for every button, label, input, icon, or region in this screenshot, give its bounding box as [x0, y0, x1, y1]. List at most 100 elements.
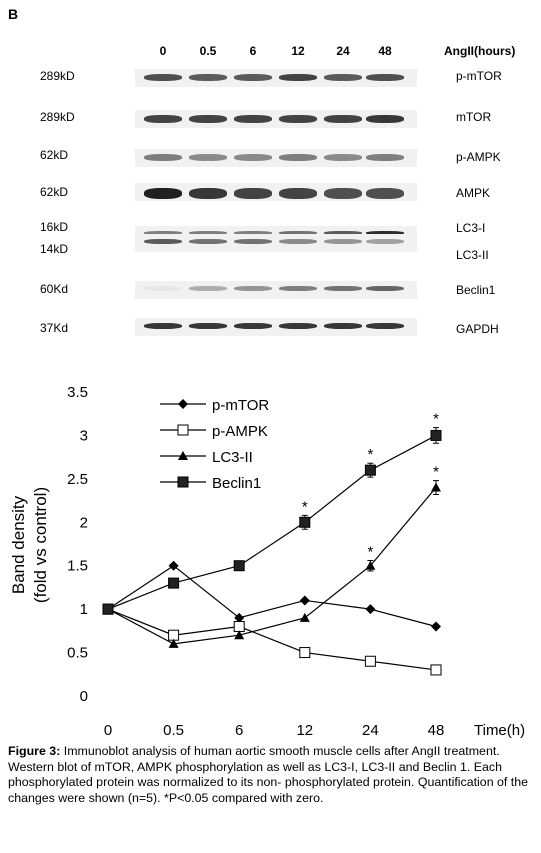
- blot-protein-label: mTOR: [456, 110, 492, 124]
- lane-label: 24: [336, 44, 350, 58]
- blot-strip: [135, 281, 417, 299]
- data-point: [102, 603, 114, 615]
- blot-mw-label: 62kD: [40, 185, 69, 199]
- series-line: [107, 487, 437, 645]
- data-point: [299, 647, 311, 659]
- blot-band: [366, 154, 404, 161]
- blot-strip: [135, 318, 417, 336]
- blot-protein-label: AMPK: [456, 186, 491, 200]
- y-tick-label: 1: [80, 601, 88, 618]
- blot-band: [324, 74, 362, 81]
- data-point: [234, 630, 245, 640]
- data-point: [168, 638, 179, 648]
- blot-band: [189, 323, 227, 329]
- blot-band: [366, 188, 404, 199]
- blot-strip: [135, 69, 417, 87]
- blot-band: [279, 231, 317, 235]
- data-point: [299, 612, 310, 622]
- blot-protein-label: LC3-I: [456, 221, 486, 235]
- series-line: [107, 608, 437, 671]
- blot-band: [324, 188, 362, 199]
- legend-marker: [177, 476, 189, 488]
- blot-band: [324, 239, 362, 244]
- blot-band: [189, 154, 227, 161]
- x-tick-label: 12: [296, 722, 313, 739]
- legend-label: p-mTOR: [212, 397, 269, 414]
- blot-band: [279, 286, 317, 291]
- significance-mark: *: [433, 411, 439, 428]
- blot-header: AngII(hours): [444, 44, 516, 58]
- blot-band: [366, 231, 404, 235]
- blot-mw-label: 289kD: [40, 69, 75, 83]
- blot-mw-label: 62kD: [40, 148, 69, 162]
- data-point: [431, 482, 441, 492]
- band-density-chart: 0 0.5 1 1.5 2 2.5 3 3.5 0 0.5 6 12 24 48 Time(h) Band d…: [9, 384, 525, 739]
- significance-mark: *: [367, 544, 373, 561]
- blot-band: [144, 115, 182, 123]
- blot-protein-label: GAPDH: [456, 322, 499, 336]
- blot-band: [189, 231, 227, 235]
- lane-label: 0.5: [199, 44, 217, 58]
- lane-label: 6: [249, 44, 257, 58]
- blot-band: [279, 188, 317, 199]
- blot-band: [324, 286, 362, 291]
- data-point: [365, 560, 376, 570]
- blot-protein-label: p-AMPK: [456, 150, 501, 164]
- blot-band: [234, 188, 272, 199]
- y-tick-label: 0.5: [67, 645, 88, 662]
- blot-band: [366, 74, 404, 81]
- data-point: [430, 664, 442, 676]
- blot-band: [366, 286, 404, 291]
- lane-label: 48: [378, 44, 392, 58]
- blot-protein-label: Beclin1: [456, 283, 496, 297]
- data-point: [365, 604, 376, 615]
- blot-band: [324, 231, 362, 235]
- y-axis-label: (fold vs control): [31, 487, 50, 603]
- figure-caption-text: Immunoblot analysis of human aortic smoo…: [8, 744, 529, 805]
- blot-band: [234, 286, 272, 291]
- blot-band: [279, 239, 317, 244]
- significance-mark: *: [433, 464, 439, 481]
- blot-band: [189, 115, 227, 123]
- data-point: [364, 655, 376, 667]
- y-tick-label: 2: [80, 514, 88, 531]
- data-point: [364, 464, 376, 476]
- blot-band: [234, 239, 272, 244]
- blot-band: [234, 154, 272, 161]
- blot-protein-label: p-mTOR: [456, 69, 502, 83]
- x-tick-label: 0: [104, 722, 112, 739]
- blot-band: [234, 74, 272, 81]
- blot-band: [366, 323, 404, 329]
- data-point: [431, 621, 441, 632]
- y-tick-label: 1.5: [67, 558, 88, 575]
- figure-caption: Figure 3: Immunoblot analysis of human a…: [8, 744, 533, 806]
- blot-band: [279, 323, 317, 329]
- significance-mark: *: [367, 446, 373, 463]
- blot-band: [189, 188, 227, 199]
- x-tick-label: 48: [428, 722, 445, 739]
- x-tick-label: 6: [235, 722, 243, 739]
- y-tick-label: 2.5: [67, 471, 88, 488]
- blot-band: [189, 239, 227, 244]
- lane-label: 0: [159, 44, 167, 58]
- blot-mw-label: 37Kd: [40, 321, 69, 335]
- blot-band: [279, 115, 317, 123]
- blot-band: [144, 74, 182, 81]
- data-point: [168, 577, 180, 589]
- blot-band: [324, 115, 362, 123]
- data-point: [234, 612, 245, 623]
- legend-marker: [178, 399, 188, 409]
- blot-strip: [135, 110, 417, 128]
- legend-label: Beclin1: [212, 475, 261, 492]
- blot-mw-label: 289kD: [40, 110, 75, 124]
- series-line: [107, 434, 437, 610]
- figure-caption-label: Figure 3:: [8, 744, 61, 758]
- blot-strip: [135, 149, 417, 167]
- blot-band: [144, 154, 182, 161]
- y-tick-label: 3.5: [67, 384, 88, 401]
- blot-mw-label: 16kD: [40, 220, 69, 234]
- blot-band: [366, 239, 404, 244]
- panel-label: B: [8, 6, 19, 22]
- blot-band: [234, 115, 272, 123]
- blot-band: [324, 154, 362, 161]
